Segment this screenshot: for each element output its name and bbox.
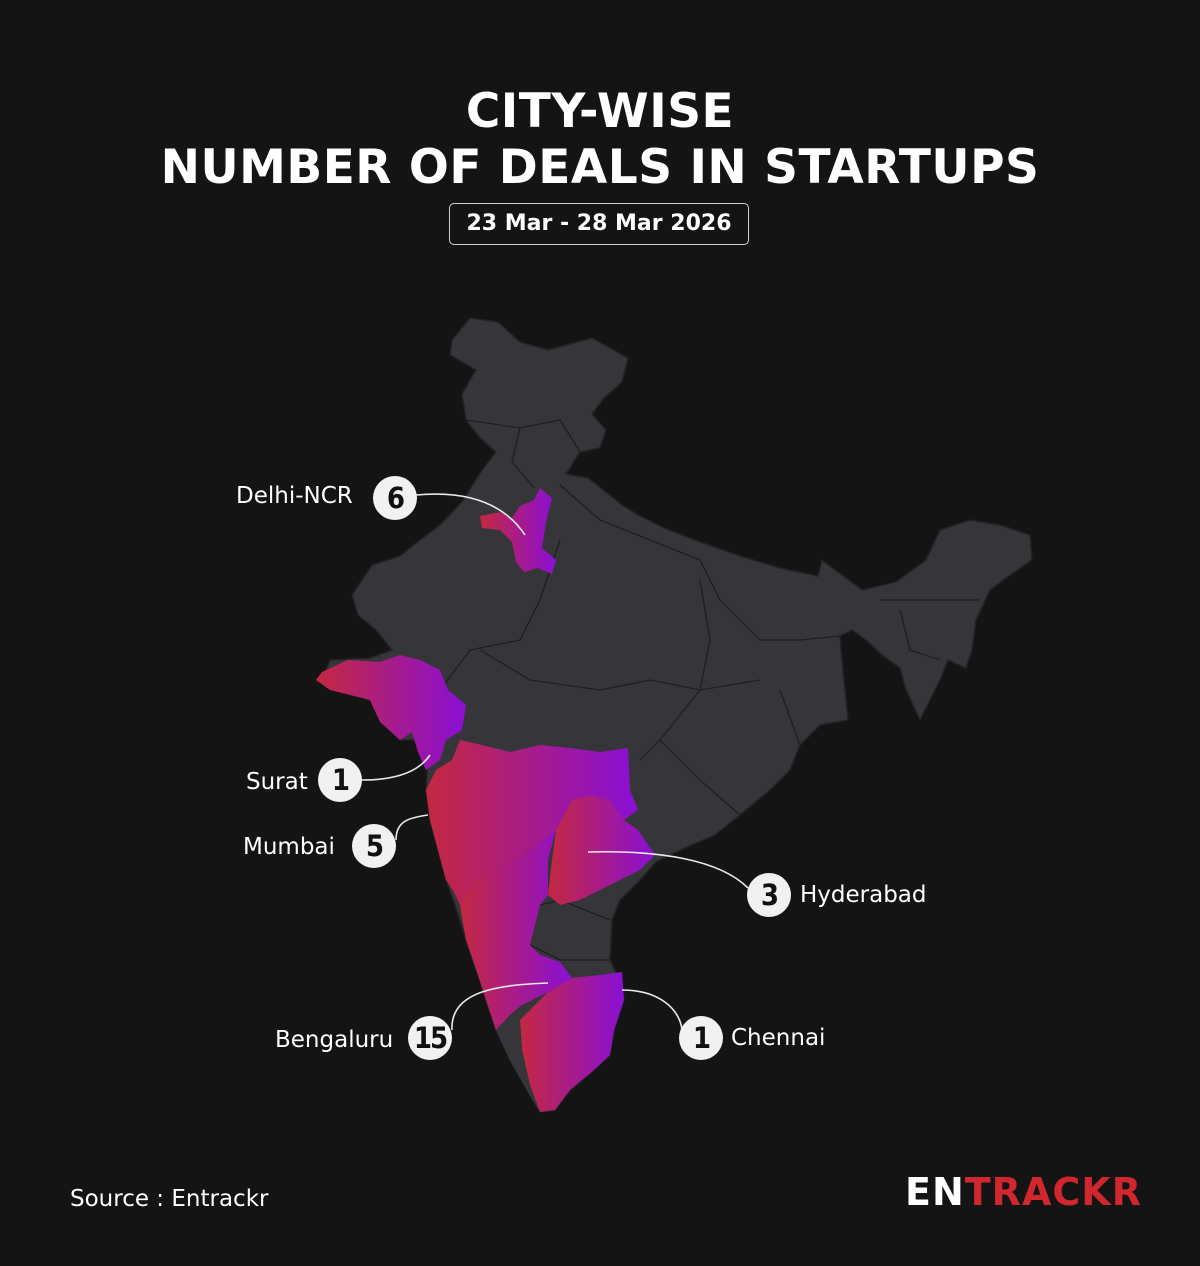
- deal-count-hyderabad: 3: [747, 873, 791, 917]
- state-boundaries: [439, 419, 980, 961]
- city-label-bengaluru: Bengaluru: [275, 1027, 394, 1053]
- city-label-delhi-ncr: Delhi-NCR: [236, 483, 353, 509]
- city-label-mumbai: Mumbai: [243, 834, 335, 860]
- deal-count-mumbai: 5: [352, 824, 396, 868]
- leader-lines: [361, 493, 749, 1031]
- tamil-nadu-region: [520, 972, 624, 1112]
- gujarat-region: [316, 655, 466, 770]
- title-line-1: CITY-WISE: [465, 84, 735, 139]
- title-line-2: NUMBER OF DEALS IN STARTUPS: [160, 140, 1040, 195]
- deal-count-surat: 1: [318, 758, 362, 802]
- telangana-region: [548, 795, 655, 905]
- logo-part-trackr: TRACKR: [964, 1170, 1142, 1214]
- city-label-surat: Surat: [246, 769, 308, 795]
- date-range-badge: 23 Mar - 28 Mar 2026: [449, 203, 749, 245]
- delhi-ncr-region: [480, 488, 556, 574]
- source-note: Source : Entrackr: [70, 1186, 269, 1212]
- entrackr-logo: ENTRACKR: [905, 1170, 1142, 1214]
- city-label-hyderabad: Hyderabad: [800, 882, 927, 908]
- city-label-chennai: Chennai: [731, 1025, 826, 1051]
- logo-part-en: EN: [905, 1170, 965, 1214]
- deal-count-delhi-ncr: 6: [373, 476, 417, 520]
- maharashtra-region: [426, 740, 638, 905]
- karnataka-region: [460, 830, 572, 1030]
- deal-count-chennai: 1: [679, 1016, 723, 1060]
- kerala-region: [496, 1005, 540, 1112]
- deal-count-bengaluru: 15: [408, 1016, 452, 1060]
